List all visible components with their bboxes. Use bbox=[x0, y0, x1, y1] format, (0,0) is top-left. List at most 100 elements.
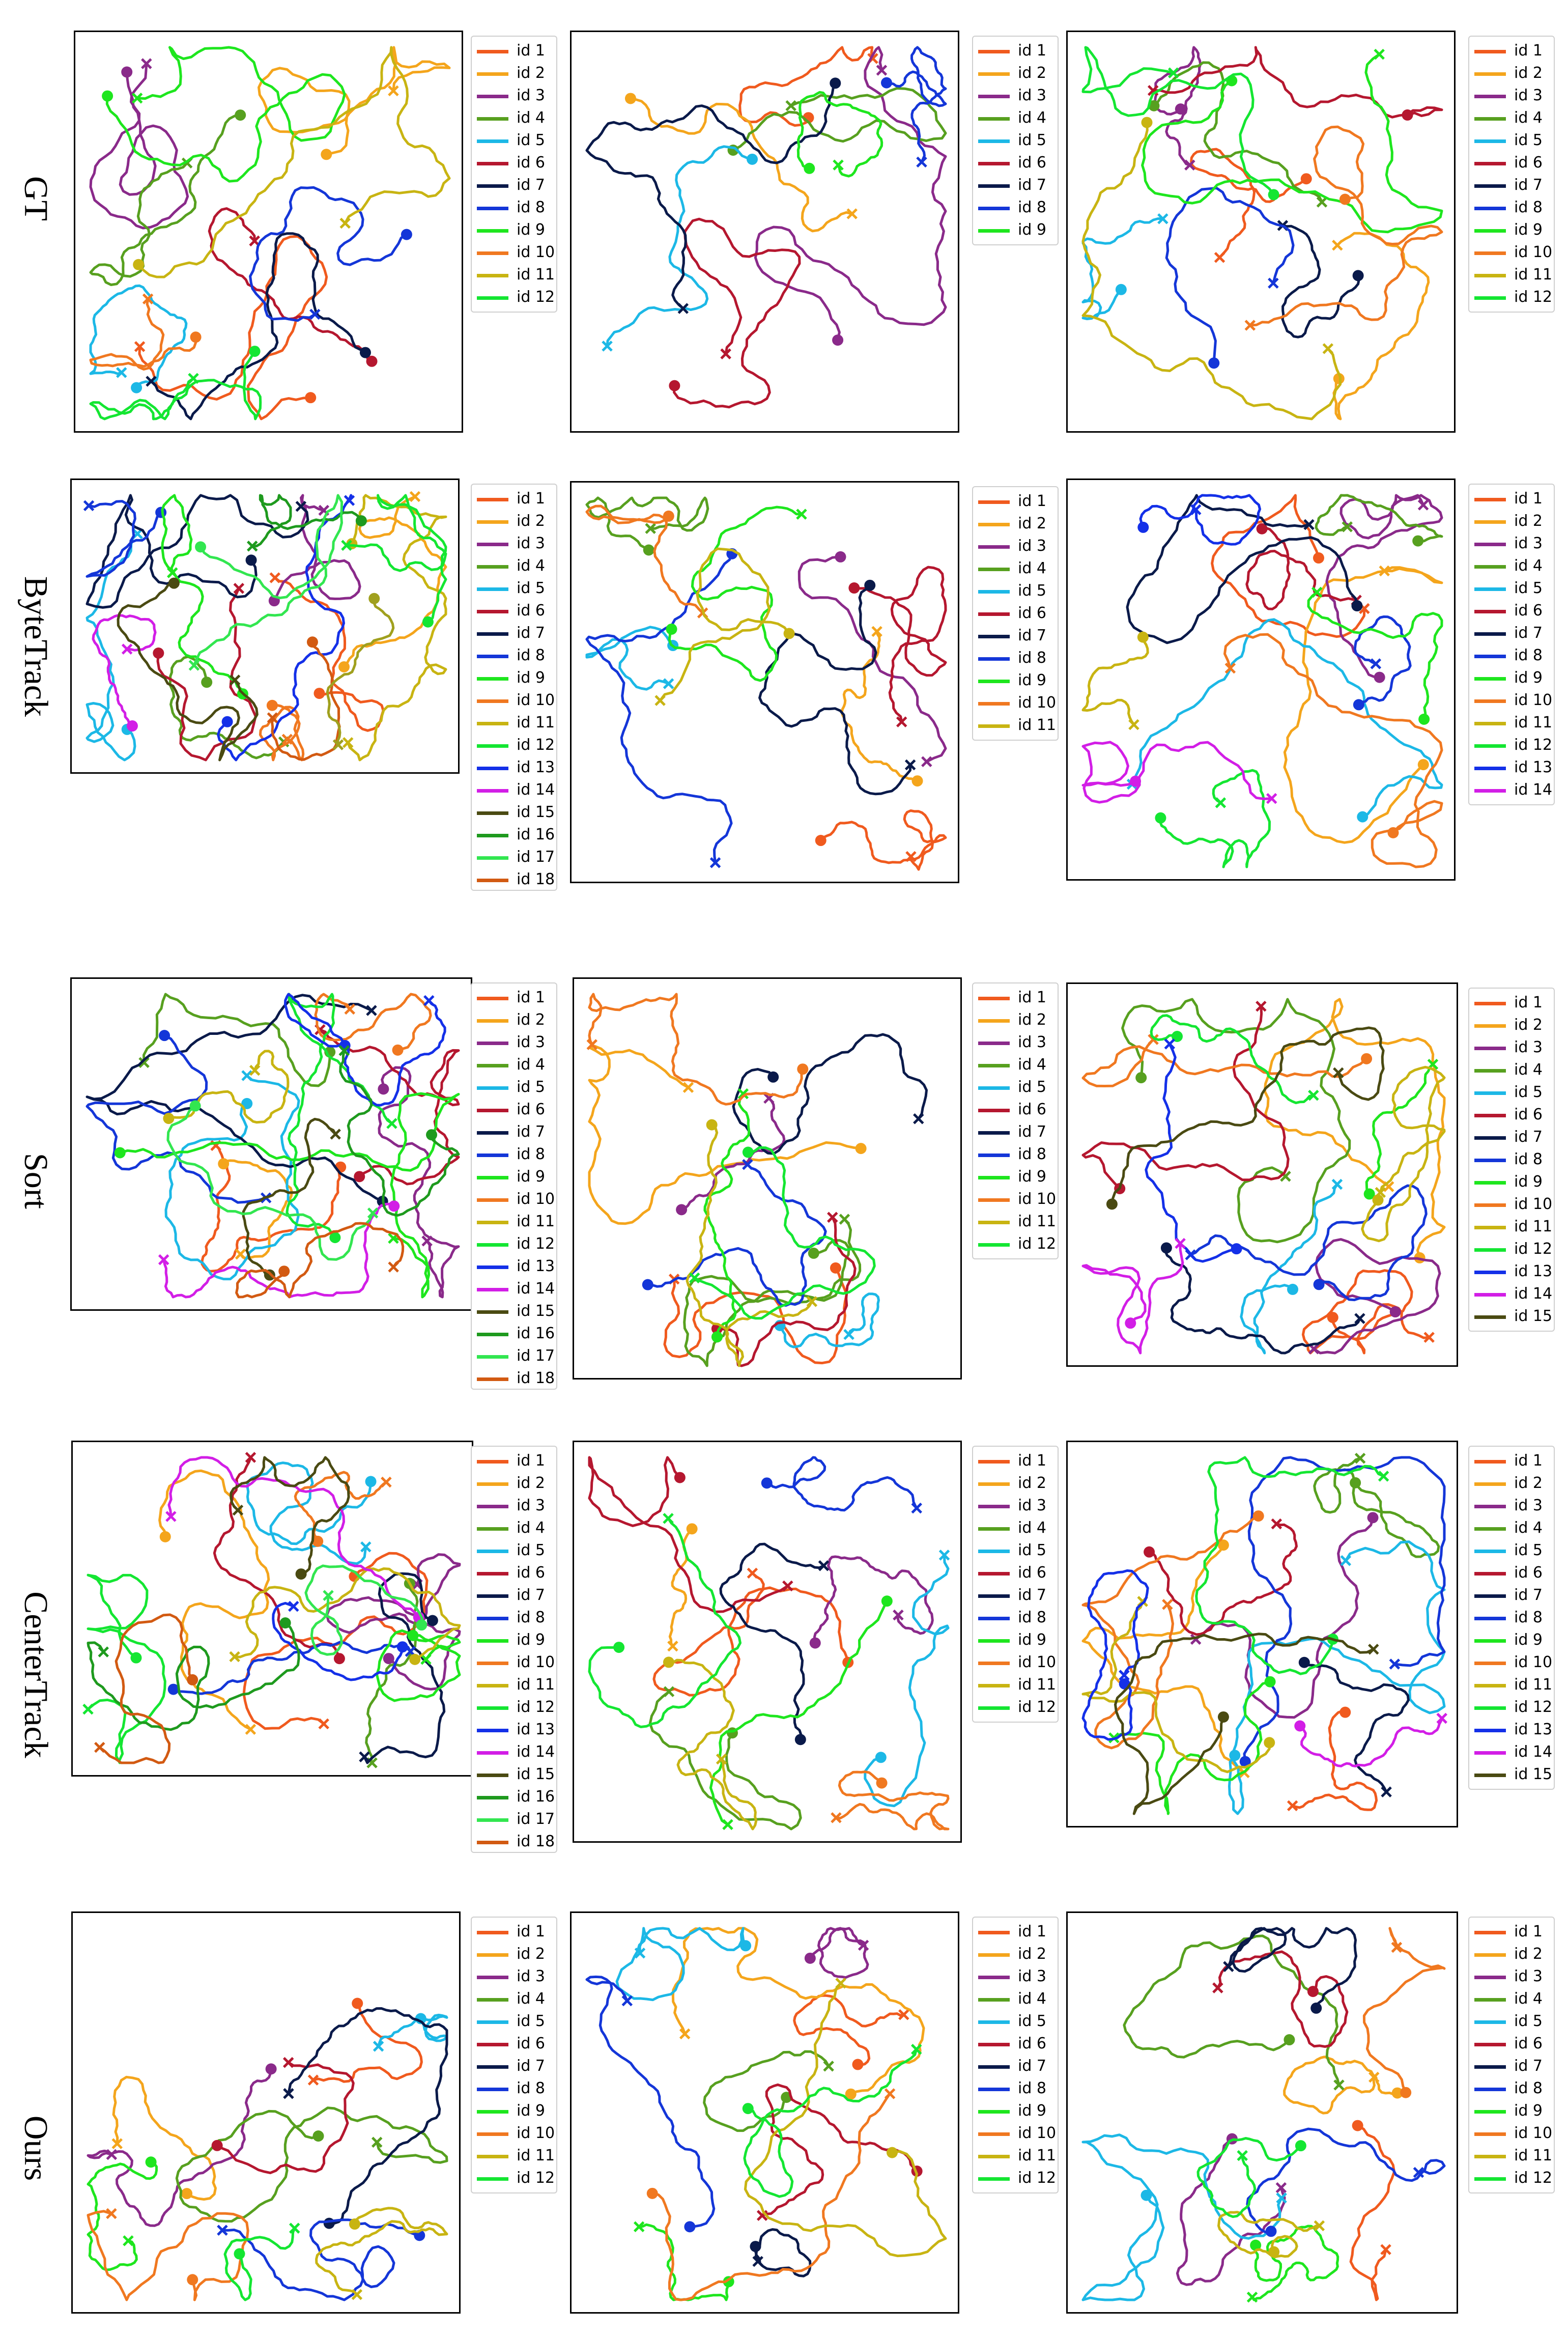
legend-label: id 12 bbox=[1514, 1240, 1552, 1258]
row-label: Ours bbox=[16, 2116, 55, 2181]
legend-swatch bbox=[477, 1684, 508, 1687]
trajectory-plot bbox=[1066, 1441, 1458, 1827]
trajectory-start-marker bbox=[674, 1472, 686, 1483]
legend-item: id 12 bbox=[472, 286, 556, 308]
legend-item: id 9 bbox=[973, 219, 1058, 241]
legend-item: id 10 bbox=[1469, 241, 1554, 264]
trajectory-start-marker bbox=[121, 66, 132, 77]
legend-swatch bbox=[978, 229, 1010, 233]
legend-item: id 14 bbox=[472, 779, 556, 801]
legend-item: id 10 bbox=[472, 241, 556, 264]
legend-label: id 14 bbox=[1514, 1285, 1552, 1303]
legend-item: id 3 bbox=[1469, 532, 1554, 555]
legend-item: id 8 bbox=[472, 1143, 556, 1166]
trajectory-line bbox=[244, 1553, 427, 1729]
legend-swatch bbox=[477, 1198, 508, 1202]
legend-swatch bbox=[978, 1976, 1010, 1979]
legend-item: id 13 bbox=[472, 1719, 556, 1741]
legend-item: id 2 bbox=[1469, 1014, 1554, 1036]
legend-item: id 17 bbox=[472, 1345, 556, 1367]
legend-item: id 5 bbox=[472, 1539, 556, 1562]
legend-item: id 5 bbox=[1469, 577, 1554, 600]
legend-swatch bbox=[978, 1594, 1010, 1598]
legend-item: id 8 bbox=[472, 196, 556, 219]
trajectory-end-marker bbox=[387, 1119, 396, 1128]
trajectory-start-marker bbox=[160, 1531, 171, 1542]
legend-label: id 3 bbox=[1018, 87, 1046, 104]
legend-label: id 8 bbox=[517, 646, 545, 664]
trajectory-end-marker bbox=[389, 1262, 398, 1272]
legend-swatch bbox=[477, 610, 508, 613]
legend-item: id 2 bbox=[1469, 510, 1554, 532]
legend-swatch bbox=[477, 1377, 508, 1381]
legend-swatch bbox=[978, 207, 1010, 210]
legend-swatch bbox=[1474, 520, 1506, 524]
trajectory-end-marker bbox=[922, 757, 931, 766]
legend-label: id 4 bbox=[1018, 1056, 1046, 1074]
legend-label: id 12 bbox=[517, 2169, 555, 2187]
legend-item: id 5 bbox=[1469, 1081, 1554, 1104]
legend-label: id 3 bbox=[1018, 537, 1046, 555]
trajectory-start-marker bbox=[706, 1119, 718, 1131]
legend-swatch bbox=[1474, 1002, 1506, 1005]
trajectory-canvas bbox=[1068, 1442, 1458, 1827]
legend-label: id 12 bbox=[1018, 1235, 1056, 1253]
legend-swatch bbox=[477, 1154, 508, 1157]
legend-swatch bbox=[477, 498, 508, 501]
trajectory-start-marker bbox=[190, 331, 202, 343]
trajectory-start-marker bbox=[1339, 194, 1351, 205]
trajectory-canvas bbox=[72, 480, 460, 774]
legend-swatch bbox=[1474, 1617, 1506, 1620]
legend-label: id 8 bbox=[517, 2079, 545, 2097]
legend-swatch bbox=[477, 1841, 508, 1844]
trajectory-end-marker bbox=[340, 219, 350, 228]
legend-item: id 3 bbox=[472, 1031, 556, 1054]
trajectory-start-marker bbox=[1402, 109, 1413, 121]
trajectory-start-marker bbox=[740, 1940, 751, 1951]
legend-item: id 6 bbox=[472, 1562, 556, 1584]
legend-swatch bbox=[477, 50, 508, 53]
legend-item: id 2 bbox=[472, 1943, 556, 1965]
legend-label: id 11 bbox=[1018, 2147, 1056, 2164]
legend-item: id 3 bbox=[1469, 1495, 1554, 1517]
legend-label: id 1 bbox=[517, 490, 545, 508]
legend-item: id 3 bbox=[973, 535, 1058, 557]
legend-label: id 9 bbox=[1018, 671, 1046, 689]
trajectory-line bbox=[364, 1573, 444, 1763]
legend-item: id 10 bbox=[1469, 689, 1554, 712]
trajectory-start-marker bbox=[1418, 714, 1430, 725]
trajectory-end-marker bbox=[95, 1743, 104, 1752]
legend: id 1 id 2 id 3 id 4 id 5 id 6 id 7 id 8 id 9 id 1… bbox=[1468, 1917, 1555, 2193]
legend-label: id 8 bbox=[1514, 1150, 1543, 1168]
legend-item: id 9 bbox=[1469, 219, 1554, 241]
legend-label: id 5 bbox=[517, 2012, 545, 2030]
trajectory-start-marker bbox=[856, 1143, 867, 1154]
legend-swatch bbox=[1474, 1527, 1506, 1531]
legend-label: id 16 bbox=[517, 1325, 555, 1342]
trajectory-line bbox=[1285, 2057, 1398, 2114]
legend-label: id 1 bbox=[1514, 490, 1543, 508]
trajectory-start-marker bbox=[212, 2140, 223, 2151]
legend-swatch bbox=[1474, 587, 1506, 591]
trajectory-plot bbox=[1066, 31, 1456, 433]
legend-item: id 5 bbox=[1469, 129, 1554, 152]
legend-item: id 6 bbox=[973, 1099, 1058, 1121]
legend-item: id 12 bbox=[1469, 734, 1554, 756]
trajectory-start-marker bbox=[1350, 1477, 1361, 1488]
legend-item: id 2 bbox=[472, 510, 556, 532]
legend-swatch bbox=[1474, 655, 1506, 658]
legend-swatch bbox=[1474, 1594, 1506, 1598]
legend-swatch bbox=[477, 2065, 508, 2069]
legend-item: id 7 bbox=[1469, 1126, 1554, 1148]
trajectory-start-marker bbox=[881, 77, 892, 89]
legend-item: id 1 bbox=[1469, 488, 1554, 510]
trajectory-start-marker bbox=[1301, 173, 1312, 184]
legend-item: id 8 bbox=[973, 196, 1058, 219]
trajectory-line bbox=[1083, 1244, 1183, 1353]
legend-label: id 7 bbox=[1514, 624, 1543, 642]
legend-label: id 10 bbox=[517, 691, 555, 709]
trajectory-start-marker bbox=[750, 2241, 761, 2252]
legend-label: id 12 bbox=[517, 1235, 555, 1253]
trajectory-line bbox=[1083, 637, 1148, 725]
